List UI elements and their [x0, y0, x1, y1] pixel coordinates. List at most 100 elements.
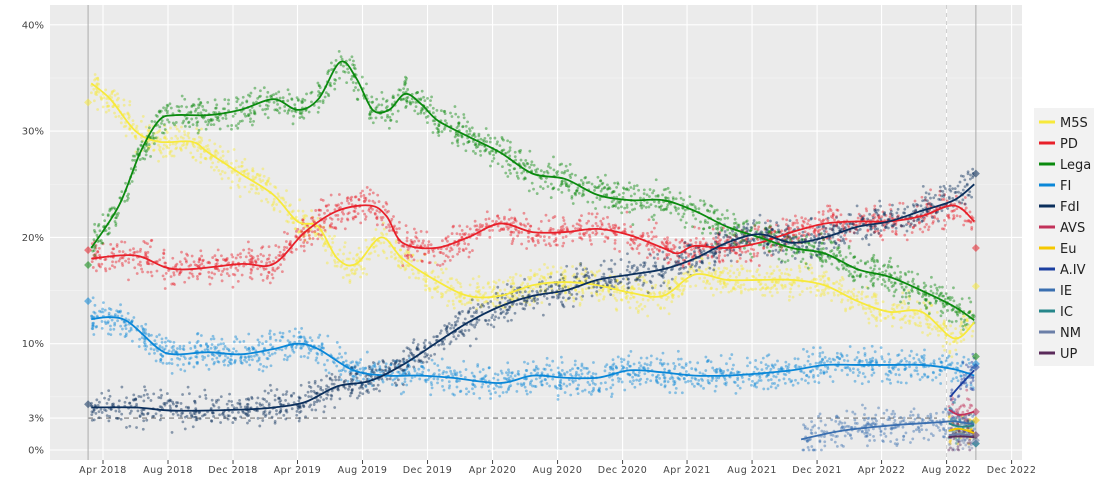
poll-point — [98, 223, 101, 226]
poll-point — [639, 383, 642, 386]
poll-point — [474, 152, 477, 155]
x-tick-label: Dec 2019 — [403, 465, 453, 476]
poll-point — [872, 254, 875, 257]
poll-point — [683, 285, 686, 288]
poll-point — [924, 298, 927, 301]
poll-point — [785, 268, 788, 271]
poll-point — [227, 262, 230, 265]
poll-point — [535, 378, 538, 381]
poll-point — [781, 287, 784, 290]
poll-point — [726, 228, 729, 231]
poll-point — [708, 210, 711, 213]
poll-point — [308, 111, 311, 114]
poll-point — [908, 295, 911, 298]
poll-point — [423, 253, 426, 256]
poll-point — [582, 183, 585, 186]
poll-point — [709, 232, 712, 235]
poll-point — [648, 218, 651, 221]
poll-point — [155, 114, 158, 117]
poll-point — [252, 120, 255, 123]
poll-point — [919, 228, 922, 231]
poll-point — [664, 196, 667, 199]
poll-point — [917, 324, 920, 327]
poll-point — [901, 286, 904, 289]
poll-point — [654, 205, 657, 208]
poll-point — [250, 249, 253, 252]
poll-point — [599, 220, 602, 223]
poll-point — [427, 243, 430, 246]
poll-point — [526, 393, 529, 396]
poll-point — [236, 173, 239, 176]
poll-point — [802, 251, 805, 254]
poll-point — [366, 258, 369, 261]
poll-point — [925, 223, 928, 226]
poll-point — [167, 146, 170, 149]
y-tick-label: 20% — [22, 233, 44, 244]
poll-point — [619, 291, 622, 294]
poll-point — [617, 183, 620, 186]
poll-point — [189, 272, 192, 275]
poll-point — [893, 281, 896, 284]
poll-point — [543, 171, 546, 174]
poll-point — [680, 219, 683, 222]
poll-point — [433, 255, 436, 258]
poll-point — [215, 103, 218, 106]
poll-point — [515, 273, 518, 276]
poll-point — [581, 390, 584, 393]
poll-point — [122, 250, 125, 253]
poll-point — [872, 276, 875, 279]
poll-point — [264, 108, 267, 111]
poll-point — [452, 303, 455, 306]
poll-point — [580, 225, 583, 228]
poll-point — [536, 234, 539, 237]
poll-point — [553, 186, 556, 189]
poll-point — [769, 368, 772, 371]
poll-point — [601, 233, 604, 236]
poll-point — [736, 260, 739, 263]
poll-point — [385, 226, 388, 229]
poll-point — [516, 171, 519, 174]
poll-point — [925, 317, 928, 320]
poll-point — [239, 195, 242, 198]
poll-point — [578, 236, 581, 239]
poll-point — [226, 268, 229, 271]
poll-point — [527, 240, 530, 243]
poll-point — [437, 134, 440, 137]
poll-point — [273, 333, 276, 336]
poll-point — [663, 307, 666, 310]
poll-point — [434, 276, 437, 279]
poll-point — [364, 218, 367, 221]
poll-point — [720, 354, 723, 357]
poll-point — [615, 309, 618, 312]
poll-point — [487, 281, 490, 284]
poll-point — [165, 272, 168, 275]
poll-point — [504, 172, 507, 175]
poll-point — [331, 241, 334, 244]
poll-point — [695, 241, 698, 244]
poll-point — [874, 264, 877, 267]
poll-point — [118, 250, 121, 253]
poll-point — [292, 210, 295, 213]
poll-point — [545, 243, 548, 246]
poll-point — [633, 193, 636, 196]
poll-point — [705, 268, 708, 271]
poll-point — [636, 247, 639, 250]
poll-point — [401, 245, 404, 248]
poll-point — [845, 238, 848, 241]
poll-point — [256, 187, 259, 190]
poll-point — [352, 60, 355, 63]
poll-point — [417, 112, 420, 115]
poll-point — [360, 195, 363, 198]
poll-point — [638, 252, 641, 255]
poll-point — [290, 97, 293, 100]
poll-point — [300, 229, 303, 232]
poll-point — [292, 122, 295, 125]
poll-point — [267, 271, 270, 274]
poll-point — [122, 257, 125, 260]
poll-point — [768, 275, 771, 278]
poll-point — [268, 332, 271, 335]
poll-point — [926, 334, 929, 337]
poll-point — [298, 340, 301, 343]
poll-point — [923, 286, 926, 289]
poll-point — [961, 297, 964, 300]
